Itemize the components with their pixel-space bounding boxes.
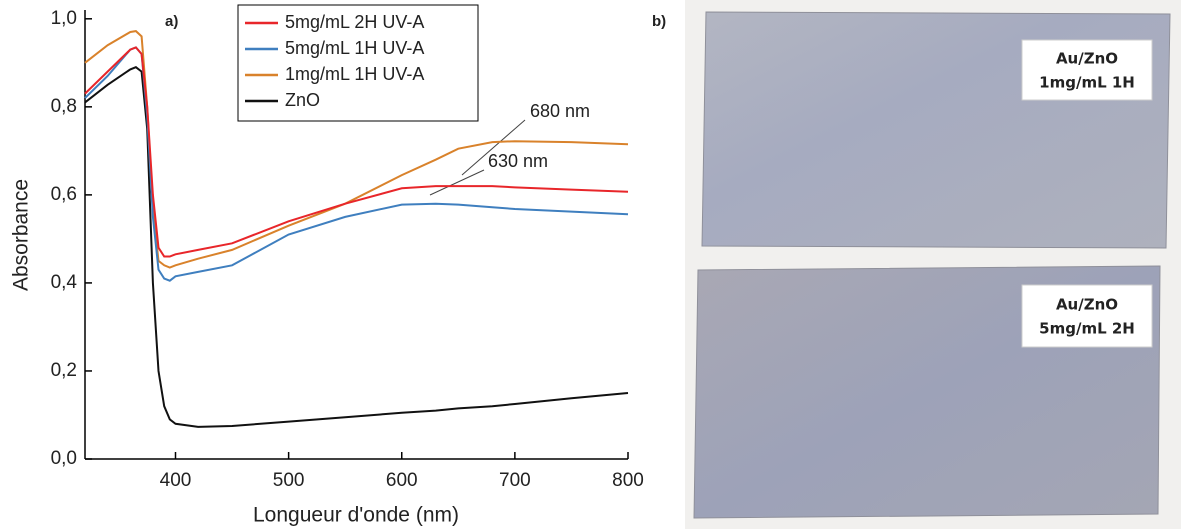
x-tick-label: 400 bbox=[160, 470, 192, 491]
y-tick-label: 1,0 bbox=[51, 8, 77, 29]
sample-label: 1mg/mL 1H bbox=[1039, 74, 1135, 92]
x-tick-label: 600 bbox=[386, 470, 418, 491]
label-box bbox=[1021, 39, 1153, 101]
annotation: 680 nm bbox=[530, 101, 590, 121]
y-tick-label: 0,4 bbox=[51, 272, 78, 293]
y-tick-label: 0,2 bbox=[51, 360, 77, 381]
sample-label: 5mg/mL 2H bbox=[1039, 320, 1135, 338]
y-tick-label: 0,6 bbox=[51, 184, 77, 205]
annotation-leader bbox=[461, 119, 526, 176]
legend-label: 5mg/mL 2H UV-A bbox=[285, 12, 424, 32]
legend-label: 5mg/mL 1H UV-A bbox=[285, 38, 424, 58]
panel-label: b) bbox=[652, 13, 666, 30]
x-tick-label: 500 bbox=[273, 470, 305, 491]
sample-label: Au/ZnO bbox=[1056, 296, 1118, 314]
y-axis-label: Absorbance bbox=[10, 179, 33, 291]
series-line bbox=[84, 46, 629, 258]
sample-label: Au/ZnO bbox=[1056, 50, 1118, 68]
legend-label: 1mg/mL 1H UV-A bbox=[285, 64, 424, 84]
y-tick-label: 0,0 bbox=[51, 448, 77, 469]
panel-label: a) bbox=[165, 13, 178, 30]
label-box bbox=[1021, 284, 1153, 348]
x-tick-label: 700 bbox=[499, 470, 531, 491]
annotation: 630 nm bbox=[488, 151, 548, 171]
series-line bbox=[84, 30, 629, 269]
series-line bbox=[84, 66, 629, 428]
y-tick-label: 0,8 bbox=[51, 96, 77, 117]
x-tick-label: 800 bbox=[612, 470, 644, 491]
legend-label: ZnO bbox=[285, 90, 320, 110]
annotation-leader bbox=[429, 169, 485, 196]
x-axis-label: Longueur d'onde (nm) bbox=[253, 504, 459, 527]
